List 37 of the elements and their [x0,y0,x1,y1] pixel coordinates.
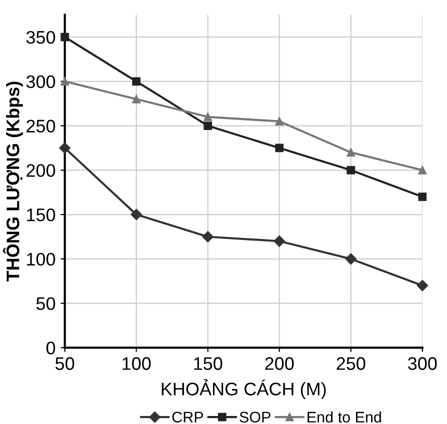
legend-label: CRP [172,412,204,423]
legend-label: SOP [240,412,270,423]
point [204,112,212,122]
y-axis-title: THÔNG LƯỢNG (Kbps) [2,82,23,282]
x-tick-label: 100 [122,357,151,370]
y-tick-label: 150 [27,208,56,222]
y-tick-label: 50 [36,297,56,310]
x-tick-label: 150 [194,357,222,370]
y-tick-label: 0 [46,342,56,354]
point [132,94,140,104]
y-tick-label: 300 [26,75,56,88]
point [346,166,356,174]
y-tick-label: 350 [26,30,56,44]
y-tick-label: 100 [27,252,56,266]
point [59,142,70,154]
point [60,32,69,42]
point [418,192,427,201]
point [345,253,356,265]
point [130,208,142,220]
x-axis-title: KHOẢNG CÁCH (M) [162,379,326,399]
point [132,77,140,86]
legend-label: End to End [308,411,381,423]
point [416,280,428,292]
x-tick-label: 300 [408,357,437,370]
point [274,236,285,247]
point [202,231,214,242]
x-tick-label: 200 [265,357,294,370]
point [60,77,69,86]
point [204,122,212,130]
point [346,148,356,157]
y-tick-label: 200 [26,164,56,177]
point [418,166,427,174]
point [275,117,284,126]
x-tick-label: 50 [55,357,74,370]
point [275,144,284,152]
y-tick-label: 250 [26,120,56,133]
x-tick-label: 250 [336,357,366,370]
